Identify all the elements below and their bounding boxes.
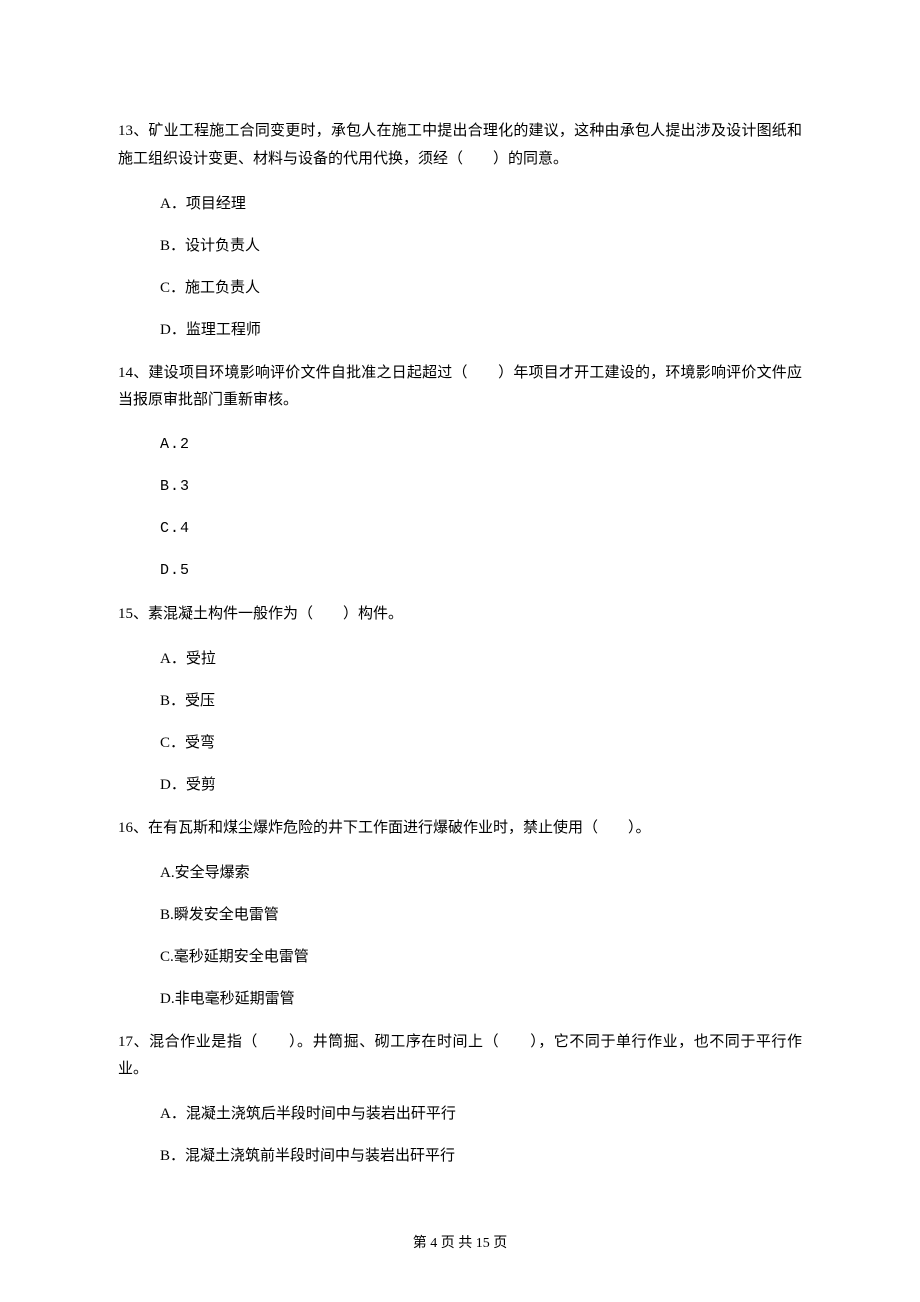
question-15-option-d: D．受剪	[160, 773, 802, 797]
question-16-option-a: A.安全导爆索	[160, 861, 802, 885]
question-body: 混合作业是指（ ）。井筒掘、砌工序在时间上（ ），它不同于单行作业，也不同于平行…	[118, 1034, 802, 1078]
question-16-text: 16、在有瓦斯和煤尘爆炸危险的井下工作面进行爆破作业时，禁止使用（ ）。	[118, 815, 802, 843]
question-body: 建设项目环境影响评价文件自批准之日起超过（ ）年项目才开工建设的，环境影响评价文…	[118, 365, 802, 409]
question-number: 15、	[118, 606, 148, 622]
question-15-option-c: C．受弯	[160, 731, 802, 755]
question-number: 14、	[118, 365, 148, 381]
question-14-text: 14、建设项目环境影响评价文件自批准之日起超过（ ）年项目才开工建设的，环境影响…	[118, 360, 802, 416]
question-13-text: 13、矿业工程施工合同变更时，承包人在施工中提出合理化的建议，这种由承包人提出涉…	[118, 118, 802, 174]
question-14-option-a: A.2	[160, 433, 802, 457]
question-17-option-b: B．混凝土浇筑前半段时间中与装岩出矸平行	[160, 1144, 802, 1168]
question-13-option-c: C．施工负责人	[160, 276, 802, 300]
question-13-option-b: B．设计负责人	[160, 234, 802, 258]
question-17-text: 17、混合作业是指（ ）。井筒掘、砌工序在时间上（ ），它不同于单行作业，也不同…	[118, 1029, 802, 1085]
question-14-option-d: D.5	[160, 559, 802, 583]
question-13-option-a: A．项目经理	[160, 192, 802, 216]
question-15-text: 15、素混凝土构件一般作为（ ）构件。	[118, 601, 802, 629]
question-14-option-b: B.3	[160, 475, 802, 499]
question-14-option-c: C.4	[160, 517, 802, 541]
question-body: 素混凝土构件一般作为（ ）构件。	[148, 606, 403, 622]
question-16-option-c: C.毫秒延期安全电雷管	[160, 945, 802, 969]
page-footer: 第 4 页 共 15 页	[0, 1232, 920, 1252]
question-17-option-a: A．混凝土浇筑后半段时间中与装岩出矸平行	[160, 1102, 802, 1126]
question-body: 在有瓦斯和煤尘爆炸危险的井下工作面进行爆破作业时，禁止使用（ ）。	[148, 820, 651, 836]
question-16-option-d: D.非电毫秒延期雷管	[160, 987, 802, 1011]
question-16-option-b: B.瞬发安全电雷管	[160, 903, 802, 927]
question-15-option-a: A．受拉	[160, 647, 802, 671]
question-body: 矿业工程施工合同变更时，承包人在施工中提出合理化的建议，这种由承包人提出涉及设计…	[118, 123, 802, 167]
question-number: 13、	[118, 123, 148, 139]
question-13-option-d: D．监理工程师	[160, 318, 802, 342]
document-content: 13、矿业工程施工合同变更时，承包人在施工中提出合理化的建议，这种由承包人提出涉…	[118, 118, 802, 1168]
question-number: 16、	[118, 820, 148, 836]
question-number: 17、	[118, 1034, 149, 1050]
question-15-option-b: B．受压	[160, 689, 802, 713]
